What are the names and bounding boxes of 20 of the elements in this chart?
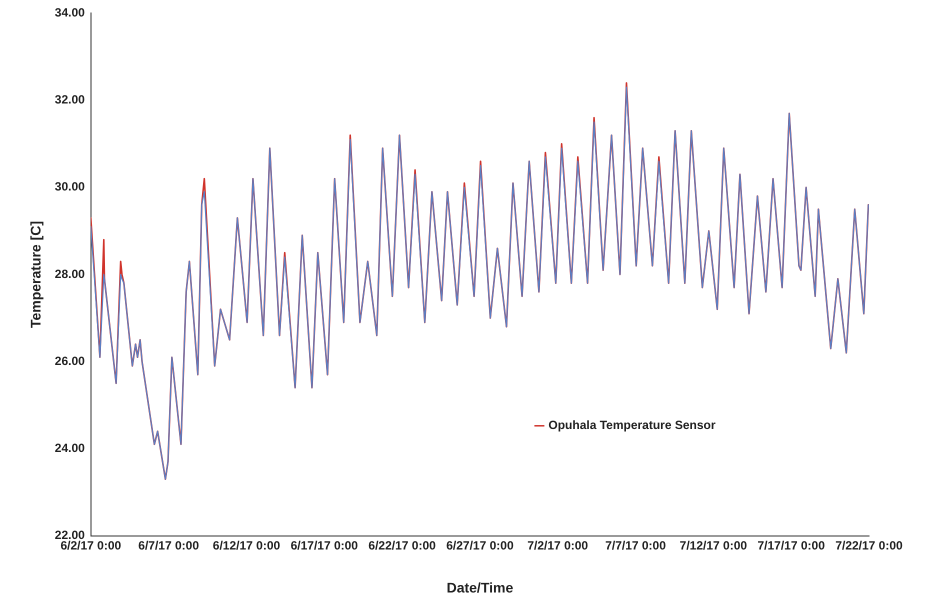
x-tick-label: 7/7/17 0:00	[605, 538, 666, 552]
y-axis-title: Temperature [C]	[27, 220, 44, 328]
x-tick-label: 6/22/17 0:00	[368, 538, 436, 552]
x-tick-label: 7/17/17 0:00	[757, 538, 826, 552]
y-tick-label: 30.00	[54, 180, 86, 194]
x-tick-label: 6/17/17 0:00	[290, 538, 358, 552]
y-tick-label: 28.00	[54, 266, 86, 281]
y-tick-label: 24.00	[54, 441, 86, 456]
x-tick-label: 6/7/17 0:00	[138, 538, 200, 552]
y-tick-label: 34.00	[54, 6, 86, 20]
x-tick-label: 6/12/17 0:00	[212, 538, 280, 552]
y-tick-label: 32.00	[54, 92, 86, 107]
x-tick-label: 7/2/17 0:00	[527, 538, 588, 552]
x-tick-label: 6/2/17 0:00	[60, 538, 122, 552]
x-tick-label: 6/27/17 0:00	[446, 538, 514, 552]
legend-label: Opuhala Temperature Sensor	[548, 418, 716, 432]
x-tick-label: 7/22/17 0:00	[835, 538, 904, 552]
x-axis-title: Date/Time	[446, 579, 514, 596]
y-tick-label: 26.00	[54, 354, 86, 368]
x-tick-label: 7/12/17 0:00	[680, 538, 748, 552]
